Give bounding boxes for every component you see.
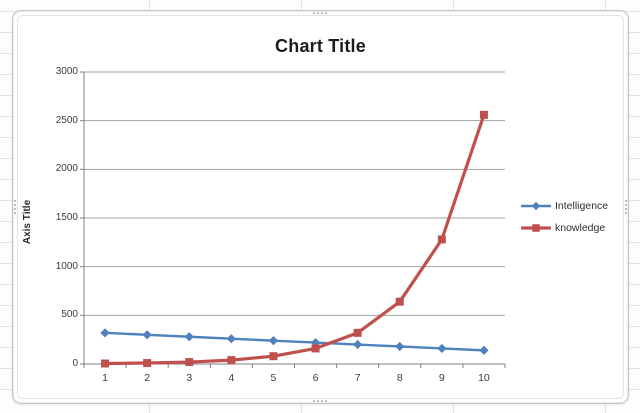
data-point-marker[interactable] — [101, 359, 110, 368]
x-axis-tick-label: 2 — [144, 372, 151, 384]
series-line-knowledge[interactable] — [103, 113, 486, 366]
chart-legend[interactable]: Intelligence knowledge — [521, 200, 608, 234]
data-point-marker[interactable] — [142, 330, 152, 340]
legend-marker-square-icon — [521, 224, 551, 232]
chart-resize-handle-left[interactable] — [14, 200, 16, 214]
data-point-marker[interactable] — [185, 358, 194, 367]
y-axis-tick-label: 1000 — [55, 260, 78, 272]
x-axis-tick-label: 10 — [478, 372, 490, 384]
data-point-marker[interactable] — [531, 201, 541, 211]
data-point-marker[interactable] — [226, 334, 236, 344]
chart-area: Chart Title Axis Title 0 500 1000 1500 2000 2… — [17, 15, 624, 399]
legend-label: knowledge — [555, 222, 606, 234]
chart-title[interactable]: Chart Title — [275, 36, 366, 56]
series-line-intelligence[interactable] — [103, 331, 486, 352]
data-point-marker[interactable] — [184, 332, 194, 342]
x-axis-tick-label: 7 — [354, 372, 361, 384]
legend-item-intelligence[interactable]: Intelligence — [521, 200, 608, 212]
data-point-marker[interactable] — [268, 336, 279, 346]
data-point-marker[interactable] — [353, 339, 363, 350]
chart-resize-handle-right[interactable] — [625, 200, 627, 214]
data-point-marker[interactable] — [227, 356, 236, 365]
legend-item-knowledge[interactable]: knowledge — [521, 222, 608, 234]
x-axis-tick-label: 5 — [270, 372, 277, 384]
x-axis-tick-label: 1 — [102, 372, 108, 384]
chart-object[interactable]: Chart Title Axis Title 0 500 1000 1500 2000 2… — [12, 10, 629, 404]
y-axis-tick-label: 0 — [72, 358, 78, 369]
y-axis-tick-label: 3000 — [55, 66, 78, 77]
data-point-marker[interactable] — [311, 344, 320, 353]
chart-resize-handle-top[interactable] — [313, 12, 327, 14]
data-point-marker[interactable] — [269, 352, 278, 361]
y-axis-tick-label: 2500 — [55, 114, 78, 126]
data-point-marker[interactable] — [100, 328, 110, 338]
data-point-marker[interactable] — [395, 297, 404, 306]
data-point-marker[interactable] — [532, 224, 540, 232]
data-point-marker[interactable] — [479, 345, 489, 355]
data-point-marker[interactable] — [310, 337, 321, 348]
x-axis-tick-label: 6 — [312, 372, 319, 384]
data-point-marker[interactable] — [395, 341, 405, 352]
y-axis-tick-label: 500 — [61, 309, 78, 321]
x-axis-tick-label: 3 — [186, 372, 193, 384]
x-axis-tick-label: 9 — [438, 372, 445, 384]
data-point-marker[interactable] — [479, 110, 488, 119]
x-axis-tick-label: 4 — [228, 372, 235, 384]
y-axis-title[interactable]: Axis Title — [22, 199, 33, 245]
data-point-marker[interactable] — [437, 235, 446, 244]
chart-resize-handle-bottom[interactable] — [313, 400, 327, 402]
y-axis-tick-label: 1500 — [55, 212, 78, 223]
data-point-marker[interactable] — [437, 343, 447, 354]
legend-label: Intelligence — [555, 200, 609, 212]
y-axis-tick-label: 2000 — [55, 163, 78, 175]
data-point-marker[interactable] — [143, 359, 152, 368]
legend-marker-diamond-icon — [521, 201, 551, 211]
x-axis-tick-label: 8 — [396, 372, 403, 384]
data-point-marker[interactable] — [353, 328, 362, 337]
